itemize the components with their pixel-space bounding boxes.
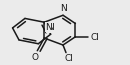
Text: Cl: Cl	[91, 33, 100, 42]
Text: N: N	[47, 23, 54, 32]
Text: N: N	[60, 4, 66, 13]
Text: Cl: Cl	[64, 54, 73, 63]
Text: O: O	[32, 53, 39, 62]
Text: N: N	[45, 23, 52, 32]
